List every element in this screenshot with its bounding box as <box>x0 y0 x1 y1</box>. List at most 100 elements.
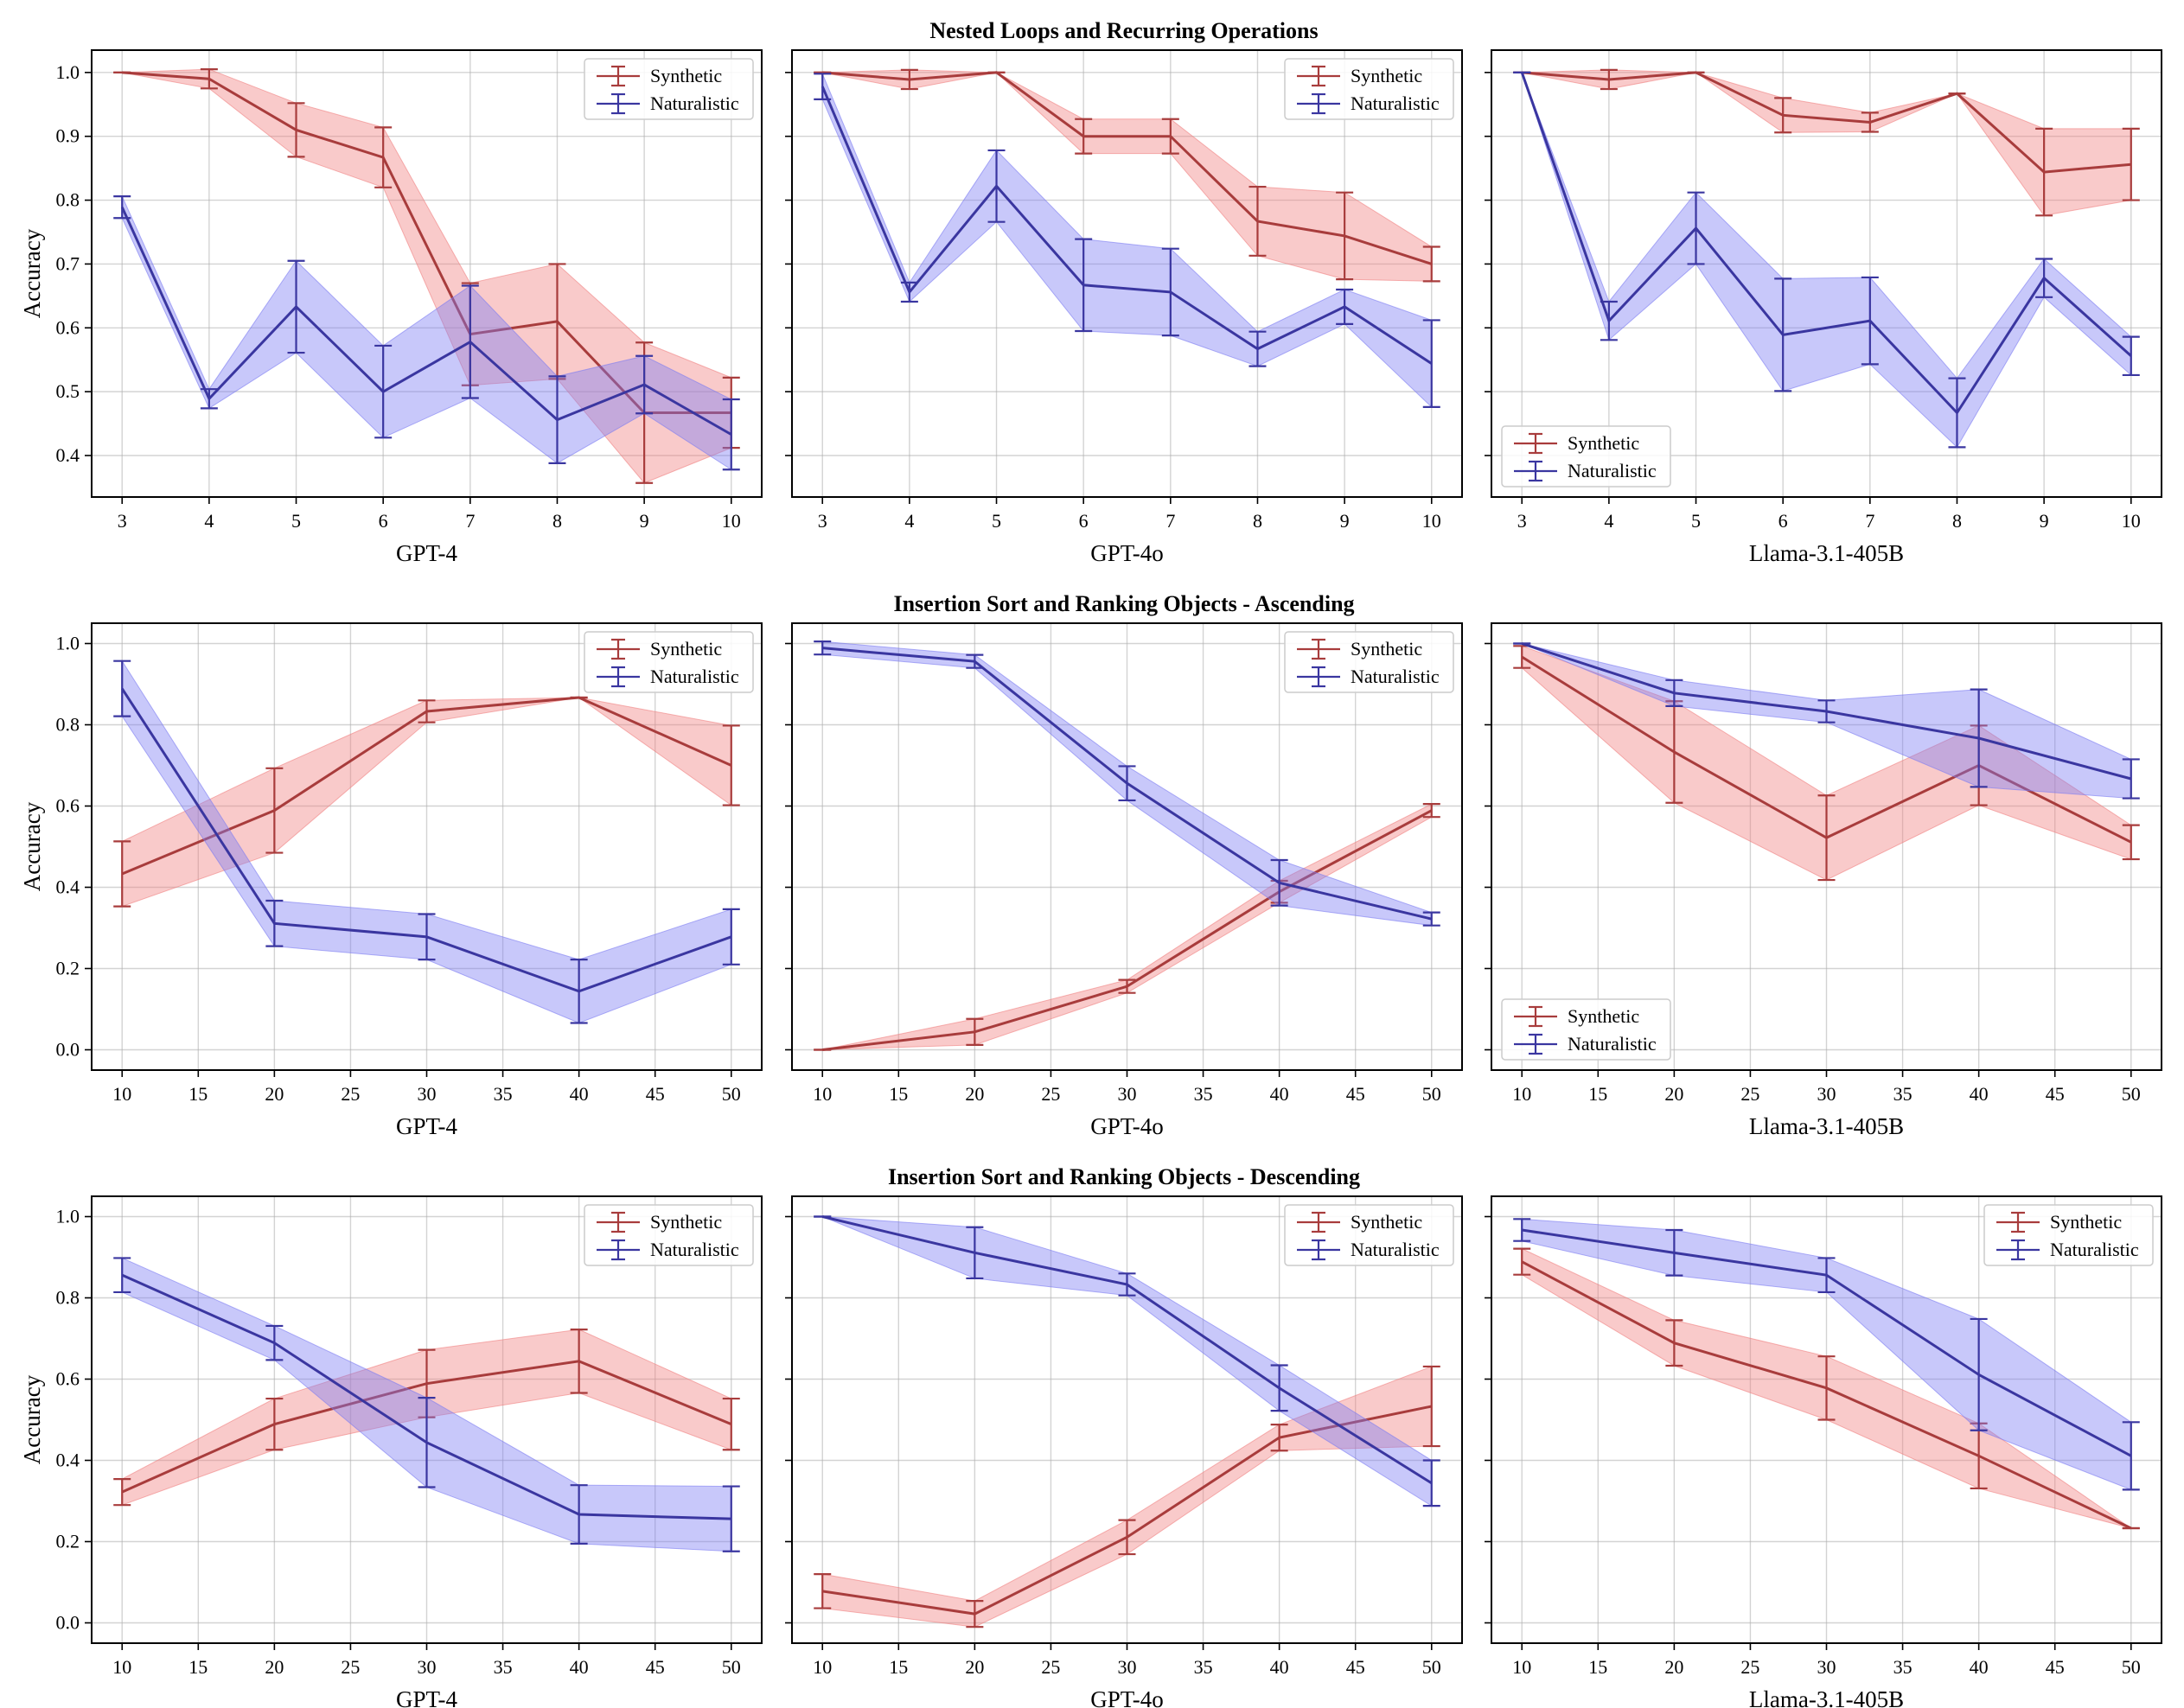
naturalistic-error-bar <box>635 354 654 415</box>
legend-label-naturalistic: Naturalistic <box>1568 1033 1657 1055</box>
synthetic-line <box>822 71 1433 265</box>
chart-panel-0-1: 3 4 5 6 7 8 9 10 GPT-4o Synthetic Naturalistic <box>785 49 1463 566</box>
x-tick-label: 45 <box>646 1656 665 1678</box>
x-axis-ticks: 10 15 20 25 30 35 40 45 50 <box>1512 1070 2141 1105</box>
x-tick-label: 20 <box>265 1083 284 1105</box>
x-tick-label: 45 <box>2046 1656 2065 1678</box>
naturalistic-error-bar <box>113 1257 131 1294</box>
naturalistic-series <box>1513 71 2140 449</box>
x-tick-label: 45 <box>1346 1656 1365 1678</box>
x-tick-label: 50 <box>2122 1083 2141 1105</box>
x-axis-ticks: 10 15 20 25 30 35 40 45 50 <box>112 1643 741 1678</box>
synthetic-error-bar <box>1665 1319 1683 1367</box>
naturalistic-error-bar <box>1817 1257 1836 1294</box>
x-axis-ticks: 3 4 5 6 7 8 9 10 <box>1517 497 2141 532</box>
naturalistic-series <box>113 659 740 1024</box>
y-axis-ticks <box>1485 72 1491 456</box>
x-axis-ticks: 10 15 20 25 30 35 40 45 50 <box>112 1070 741 1105</box>
naturalistic-error-bar <box>548 375 566 464</box>
plot-frame <box>91 49 763 498</box>
y-axis-ticks <box>785 642 792 1051</box>
x-tick-label: 8 <box>552 510 562 532</box>
legend-item-naturalistic <box>1514 1033 1557 1055</box>
y-tick-label: 1.0 <box>56 633 80 654</box>
legend: Synthetic Naturalistic <box>1284 58 1454 120</box>
naturalistic-error-bar <box>722 908 740 966</box>
x-tick-label: 30 <box>1817 1656 1836 1678</box>
legend-item-naturalistic <box>1297 92 1340 115</box>
synthetic-series <box>1513 1247 2140 1530</box>
x-tick-label: 35 <box>1194 1083 1213 1105</box>
legend-item-naturalistic <box>1297 1239 1340 1261</box>
x-tick-label: 15 <box>889 1083 908 1105</box>
x-axis-label: Llama-3.1-405B <box>1749 540 1904 566</box>
x-axis-ticks: 10 15 20 25 30 35 40 45 50 <box>813 1643 1441 1678</box>
y-tick-label: 1.0 <box>56 61 80 83</box>
synthetic-error-bar <box>570 1329 588 1394</box>
naturalistic-series <box>814 1215 1440 1507</box>
naturalistic-error-bar <box>570 1484 588 1545</box>
synthetic-error-bar <box>2035 127 2053 217</box>
naturalistic-error-bar <box>1118 1272 1136 1297</box>
x-tick-label: 50 <box>722 1656 741 1678</box>
naturalistic-error-bar <box>2122 1421 2140 1491</box>
y-tick-label: 0.6 <box>56 316 80 338</box>
synthetic-series <box>1513 68 2140 217</box>
x-tick-label: 10 <box>722 510 741 532</box>
legend-label-naturalistic: Naturalistic <box>650 666 739 687</box>
naturalistic-error-bar <box>1270 858 1288 907</box>
naturalistic-error-bar <box>1665 679 1683 707</box>
y-tick-label: 0.2 <box>56 958 80 979</box>
naturalistic-error-bar <box>1665 1228 1683 1277</box>
synthetic-error-bar <box>1422 245 1440 283</box>
x-tick-label: 10 <box>813 1083 832 1105</box>
x-axis-label: GPT-4o <box>1090 1113 1164 1139</box>
chart-panel-2-0: 10 15 20 25 30 35 40 45 50 0.0 0.2 0.4 0.6 0.8 1.0 GPT-… <box>19 1195 763 1708</box>
legend: Synthetic Naturalistic <box>1501 425 1671 488</box>
x-tick-label: 25 <box>1740 1656 1759 1678</box>
naturalistic-error-bar <box>1774 277 1792 392</box>
naturalistic-line <box>1520 72 2132 415</box>
naturalistic-error-bar <box>418 1397 436 1488</box>
legend: Synthetic Naturalistic <box>1284 1204 1454 1266</box>
legend-item-synthetic <box>1514 432 1557 455</box>
naturalistic-error-bar <box>1970 1317 1988 1431</box>
legend-item-synthetic <box>1297 65 1340 87</box>
x-tick-label: 25 <box>341 1656 360 1678</box>
naturalistic-error-bar <box>2122 335 2140 377</box>
synthetic-error-bar <box>113 1478 131 1507</box>
synthetic-series <box>814 68 1440 283</box>
synthetic-error-bar <box>418 699 436 723</box>
naturalistic-error-bar <box>900 281 918 303</box>
x-tick-label: 25 <box>1740 1083 1759 1105</box>
naturalistic-error-bar <box>200 388 218 410</box>
x-tick-label: 50 <box>1422 1656 1441 1678</box>
x-tick-label: 45 <box>2046 1083 2065 1105</box>
x-tick-label: 8 <box>1253 510 1262 532</box>
synthetic-error-bar <box>722 1397 740 1451</box>
x-tick-label: 35 <box>1893 1656 1913 1678</box>
naturalistic-error-bar <box>570 959 588 1024</box>
legend-label-naturalistic: Naturalistic <box>650 1239 739 1260</box>
synthetic-error-bar <box>374 126 393 188</box>
x-tick-label: 20 <box>1664 1656 1683 1678</box>
naturalistic-error-bar <box>1422 319 1440 408</box>
legend-item-naturalistic <box>597 666 640 688</box>
naturalistic-error-bar <box>113 660 131 717</box>
x-tick-label: 9 <box>640 510 649 532</box>
y-tick-label: 0.4 <box>56 876 80 898</box>
legend-label-synthetic: Synthetic <box>1568 432 1639 454</box>
row-title-ascending: Insertion Sort and Ranking Objects - Asc… <box>893 591 1354 616</box>
synthetic-error-bar <box>1817 1355 1836 1421</box>
legend-label-synthetic: Synthetic <box>1351 65 1422 86</box>
chart-panel-2-2: 10 15 20 25 30 35 40 45 50 Llama-3.1-405B Syntheti… <box>1485 1195 2162 1708</box>
y-axis-ticks <box>1485 642 1491 1051</box>
x-axis-label: GPT-4 <box>396 1686 458 1708</box>
x-tick-label: 30 <box>1118 1656 1137 1678</box>
legend-item-naturalistic <box>1996 1239 2040 1261</box>
x-tick-label: 7 <box>1165 510 1175 532</box>
legend-label-naturalistic: Naturalistic <box>1568 460 1657 481</box>
naturalistic-error-bar <box>1513 1218 1531 1242</box>
synthetic-error-bar <box>966 1017 984 1046</box>
